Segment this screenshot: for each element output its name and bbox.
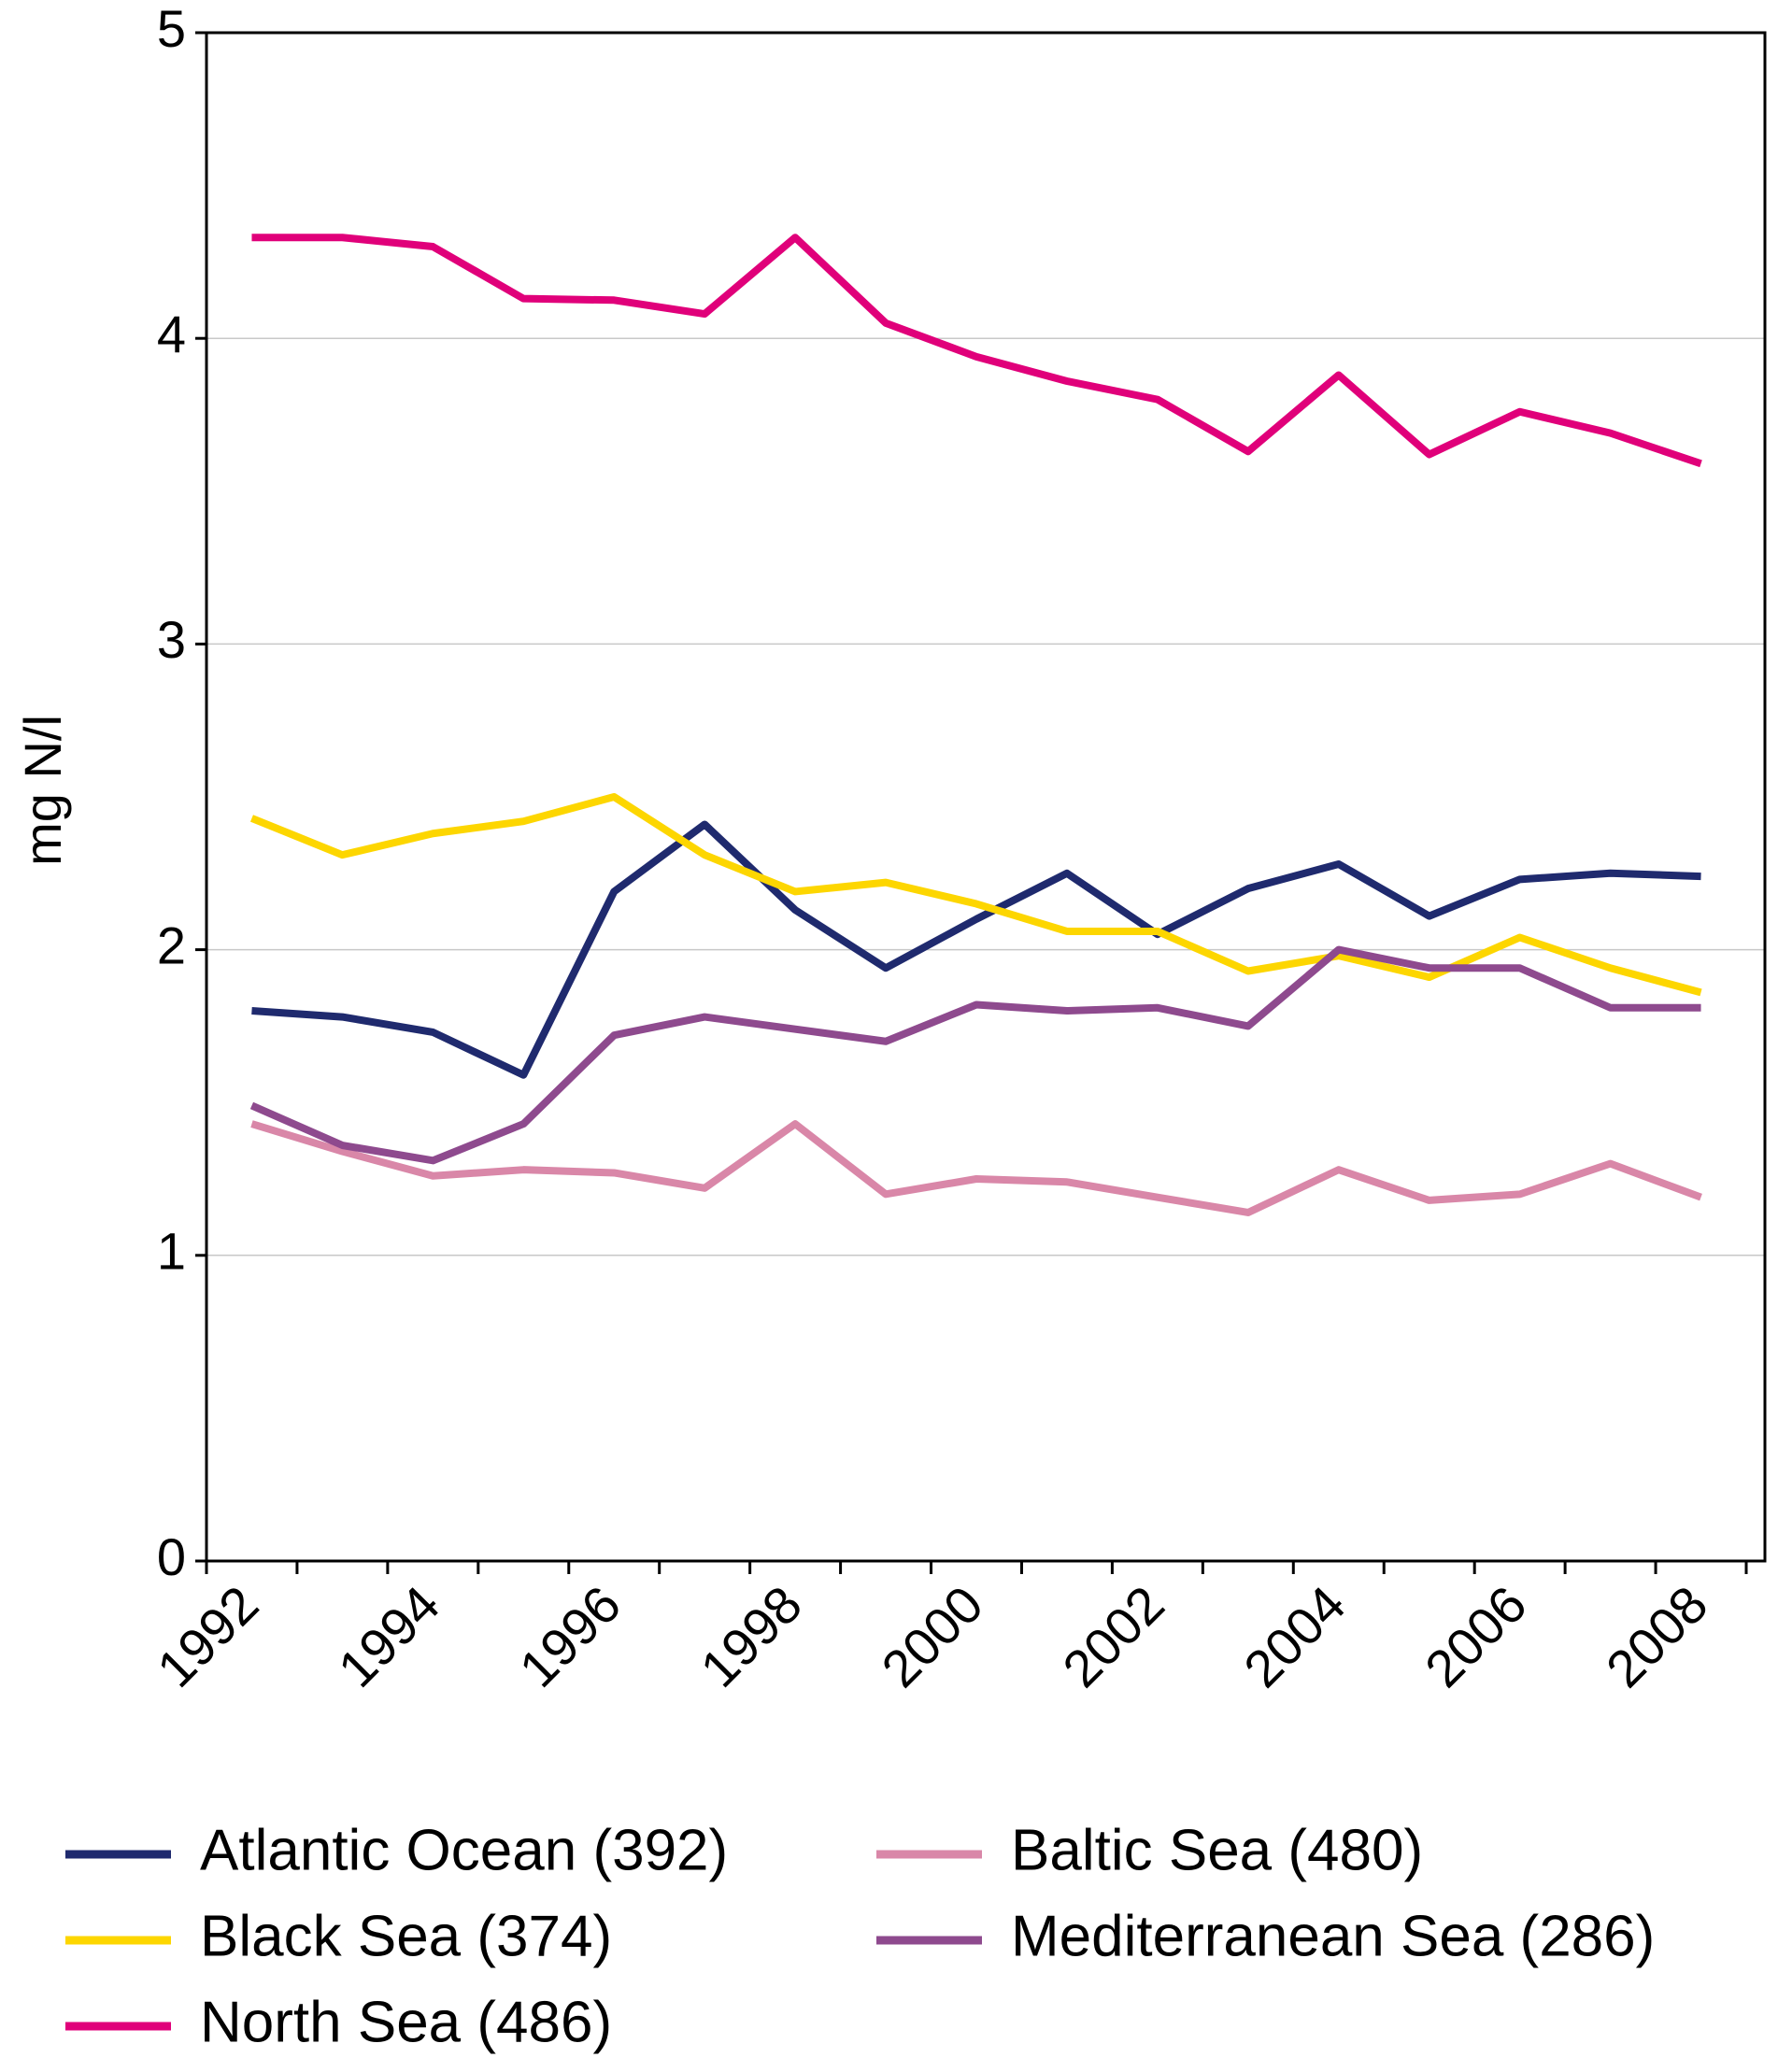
legend-label: North Sea (486) [200, 1990, 612, 2054]
x-tick-label: 2008 [1595, 1574, 1719, 1698]
plot-frame [205, 31, 1767, 1563]
series-line [249, 945, 1701, 1165]
series-line [250, 1120, 1702, 1216]
series-line [251, 234, 1702, 468]
series-line [251, 820, 1701, 1079]
y-tick-label: 3 [157, 610, 186, 669]
y-tick-label: 5 [157, 0, 186, 58]
series-line [249, 793, 1702, 997]
x-tick-label: 1992 [146, 1574, 270, 1698]
x-tick-label: 1996 [508, 1574, 633, 1698]
y-axis-label: mg N/l [13, 715, 72, 866]
legend-label: Baltic Sea (480) [1011, 1818, 1423, 1882]
legend-label: Mediterranean Sea (286) [1011, 1904, 1655, 1968]
x-tick-label: 2002 [1051, 1574, 1175, 1698]
x-tick-label: 2006 [1414, 1574, 1538, 1698]
x-tick-label: 2000 [870, 1574, 994, 1698]
x-tick-label: 2004 [1232, 1574, 1357, 1698]
x-tick-label: 1994 [327, 1574, 451, 1698]
y-tick-label: 2 [157, 915, 186, 974]
y-tick-label: 0 [157, 1527, 186, 1586]
legend-label: Atlantic Ocean (392) [200, 1818, 728, 1882]
y-tick-label: 4 [157, 305, 186, 363]
legend: Atlantic Ocean (392) Black Sea (374) North… [65, 1818, 1655, 2054]
x-tick-label: 1998 [689, 1574, 813, 1698]
legend-label: Black Sea (374) [200, 1904, 612, 1968]
y-tick-label: 1 [157, 1222, 186, 1281]
